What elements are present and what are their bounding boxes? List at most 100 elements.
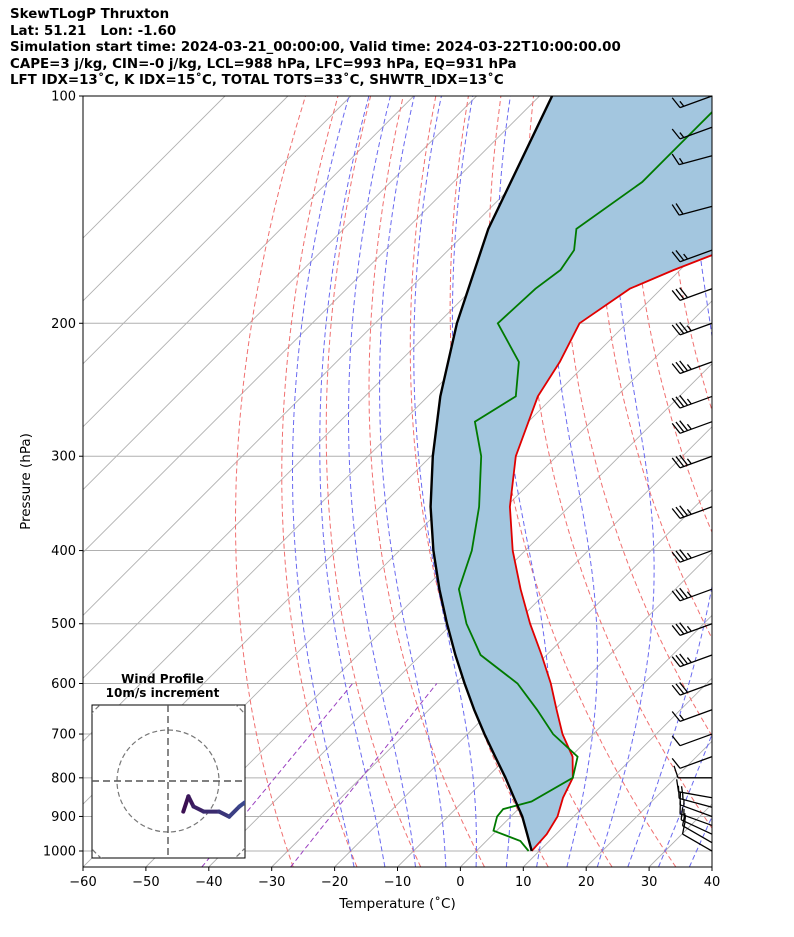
wind-barb-flag — [675, 323, 685, 334]
x-tick-label: −40 — [195, 875, 222, 890]
wind-barb-shaft — [679, 756, 713, 769]
time-line: Simulation start time: 2024-03-21_00:00:… — [10, 40, 621, 56]
wind-barb-flag — [679, 622, 689, 634]
wind-barb-flag — [679, 505, 689, 517]
wind-barb-half-flag — [686, 398, 692, 405]
wind-barb-flag — [675, 361, 685, 373]
wind-barb-flag — [671, 397, 681, 409]
location-line: Lat: 51.21 Lon: -1.60 — [10, 23, 177, 39]
y-tick-label: 500 — [51, 617, 76, 632]
wind-barb — [671, 549, 713, 563]
moist-adiabat — [319, 96, 386, 867]
wind-barb-flag — [671, 204, 680, 216]
hodograph-segment — [227, 804, 242, 819]
pressure-gridlines — [83, 96, 712, 852]
dry-adiabat — [325, 96, 422, 867]
wind-barb-flag — [671, 508, 681, 519]
x-tick-label: 20 — [578, 875, 595, 890]
parcel-line — [429, 96, 554, 852]
wind-barb-flag — [671, 128, 681, 140]
cape-fill — [430, 96, 712, 851]
wind-barb-flag — [671, 735, 681, 747]
wind-barb-shaft — [678, 791, 713, 799]
chart-title: SkewTLogP Thruxton — [10, 7, 170, 22]
wind-barb-shaft — [679, 804, 713, 818]
x-tick-label: 30 — [641, 875, 658, 890]
wind-barb-flag — [675, 421, 685, 433]
wind-barb-flag — [671, 757, 681, 769]
wind-barb — [671, 709, 713, 722]
wind-barb — [671, 321, 713, 336]
wind-barb-shaft — [679, 654, 713, 668]
hodograph-subtitle: 10m/s increment — [106, 686, 220, 700]
wind-barbs — [671, 95, 713, 852]
wind-barb-flag — [671, 684, 681, 696]
dry-adiabat — [281, 96, 358, 867]
moist-adiabat — [720, 96, 794, 867]
wind-barb-half-flag — [680, 786, 684, 793]
wind-barb — [671, 360, 713, 375]
indices-line-1: CAPE=3 j/kg, CIN=-0 j/kg, LCL=988 hPa, L… — [10, 56, 517, 72]
moist-adiabat — [658, 732, 712, 867]
wind-barb-half-flag — [686, 325, 692, 332]
x-axis-label: Temperature (˚C) — [338, 895, 456, 912]
temperature-line — [508, 254, 712, 852]
wind-barb-flag — [675, 203, 684, 215]
wind-barb-shaft — [679, 506, 713, 520]
wind-barb-half-flag — [679, 100, 685, 107]
y-tick-label: 200 — [51, 317, 76, 332]
moist-adiabat — [413, 96, 477, 867]
wind-barb-half-flag — [686, 458, 692, 465]
wind-barb-flag — [671, 551, 681, 563]
y-tick-label: 1000 — [43, 845, 76, 860]
wind-barb — [681, 821, 713, 852]
wind-barb-flag — [671, 97, 681, 109]
wind-barb-half-flag — [683, 253, 689, 260]
isotherm — [83, 96, 415, 428]
wind-barb-flag — [675, 589, 685, 600]
isotherm — [711, 866, 712, 867]
y-tick-label: 400 — [51, 544, 76, 559]
dry-adiabats — [235, 96, 712, 867]
wind-barb-flag — [671, 457, 681, 469]
wind-barb — [671, 682, 713, 696]
isotherm — [83, 96, 603, 617]
wind-barb-flag — [679, 420, 689, 431]
mixing-ratio-line — [290, 683, 438, 867]
wind-barb-flag — [671, 324, 681, 336]
wind-barb-shaft — [678, 797, 713, 808]
wind-barb-flag — [675, 654, 685, 666]
wind-barb — [671, 249, 713, 263]
x-tick-label: −30 — [258, 875, 285, 890]
wind-barb-half-flag — [679, 132, 685, 138]
dry-adiabat — [561, 96, 712, 737]
x-tick-label: −50 — [132, 875, 159, 890]
wind-barb-flag — [675, 396, 685, 408]
wind-barb — [671, 395, 713, 409]
wind-barb — [671, 153, 713, 166]
isotherm — [522, 677, 712, 867]
x-tick-label: 0 — [456, 875, 464, 890]
wind-barb-flag — [675, 456, 685, 467]
moist-adiabat — [596, 96, 655, 867]
isotherm — [271, 426, 712, 867]
isotherm — [145, 300, 712, 867]
wind-barb-flag — [673, 765, 679, 779]
wind-barb-shaft — [679, 395, 713, 409]
dry-adiabat — [596, 96, 712, 640]
wind-barb-shaft — [679, 421, 713, 434]
wind-barb-shaft — [679, 126, 713, 140]
wind-barb — [671, 653, 713, 668]
moist-adiabat — [348, 96, 416, 867]
wind-barb-flag — [671, 625, 681, 636]
mixing-ratio-line — [201, 683, 353, 867]
wind-barb-shaft — [679, 361, 713, 375]
y-axis-label: Pressure (hPa) — [18, 433, 34, 530]
wind-barb-flag — [679, 321, 689, 333]
wind-barb-shaft — [679, 709, 713, 722]
y-tick-label: 600 — [51, 677, 76, 692]
moist-adiabat — [379, 96, 447, 867]
hodograph-segment — [237, 799, 245, 809]
wind-barb — [671, 622, 713, 636]
dewpoint-line — [457, 110, 712, 852]
